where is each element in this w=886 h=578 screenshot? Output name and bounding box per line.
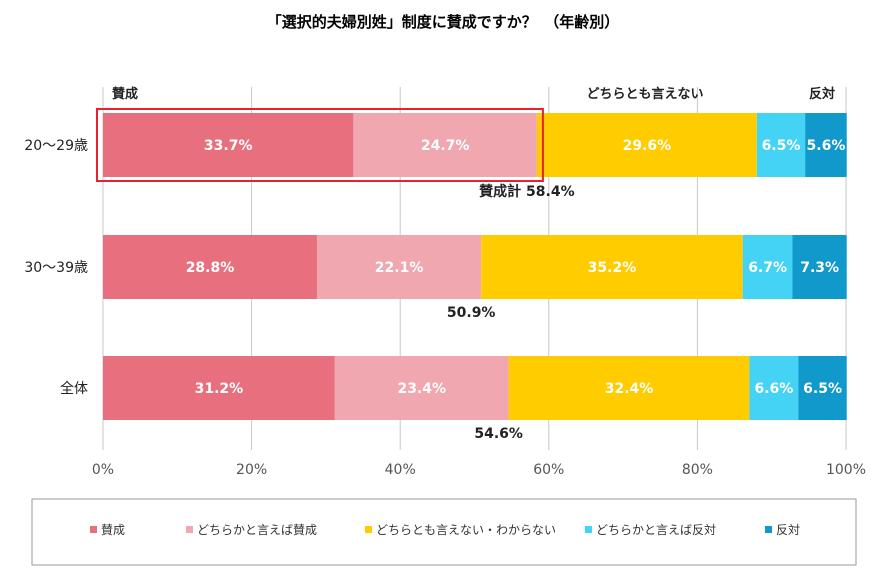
data-label: 35.2% — [588, 260, 637, 276]
data-label: 5.6% — [807, 138, 846, 154]
bar-segment — [103, 113, 354, 177]
data-label: 32.4% — [605, 381, 654, 397]
bar-segment — [103, 356, 335, 420]
legend-label: どちらとも言えない・わからない — [376, 523, 556, 537]
legend-swatch — [90, 526, 97, 533]
approve-total-label: 賛成計 58.4% — [479, 183, 574, 200]
category-label: 20～29歳 — [24, 138, 88, 154]
x-tick-label: 100% — [826, 462, 866, 478]
x-tick-label: 60% — [533, 462, 564, 478]
top-label-oppose: 反対 — [809, 86, 835, 102]
top-labels: 賛成 どちらとも言えない 反対 — [112, 86, 835, 102]
legend-swatch — [585, 526, 592, 533]
bar-segment — [481, 235, 743, 299]
data-label: 33.7% — [204, 138, 253, 154]
bar-segment — [742, 235, 793, 299]
data-label: 6.7% — [748, 260, 787, 276]
legend-swatch — [365, 526, 372, 533]
data-label: 23.4% — [397, 381, 446, 397]
legend-swatch — [186, 526, 193, 533]
legend: 賛成 どちらかと言えば賛成 どちらとも言えない・わからない どちらかと言えば反対 反対 — [90, 523, 800, 537]
top-label-approve: 賛成 — [112, 86, 138, 102]
highlight-box — [96, 108, 544, 182]
bar-segment — [749, 356, 799, 420]
legend-label: どちらかと言えば反対 — [596, 523, 716, 537]
bar-segment — [103, 235, 317, 299]
x-tick-label: 0% — [92, 462, 114, 478]
bar-segment — [536, 113, 757, 177]
data-label: 31.2% — [195, 381, 244, 397]
data-label: 6.6% — [755, 381, 794, 397]
bar-segment — [756, 113, 806, 177]
bar-segment — [792, 235, 847, 299]
bar-segment — [316, 235, 482, 299]
x-axis-ticks: 0% 20% 40% 60% 80% 100% — [92, 462, 866, 478]
legend-label: 賛成 — [101, 523, 125, 537]
bar-segment — [353, 113, 537, 177]
legend-label: 反対 — [776, 523, 800, 537]
data-label: 7.3% — [800, 260, 839, 276]
category-label: 全体 — [60, 380, 88, 397]
x-tick-label: 40% — [385, 462, 416, 478]
data-label: 24.7% — [421, 138, 470, 154]
data-label: 6.5% — [762, 138, 801, 154]
bars: 20～29歳 33.7% 24.7% 29.6% 6.5% 5.6% 賛成計 58.4% 30… — [24, 108, 847, 442]
x-tick-label: 80% — [682, 462, 713, 478]
data-label: 22.1% — [375, 260, 424, 276]
legend-label: どちらかと言えば賛成 — [197, 523, 317, 537]
category-label: 30～39歳 — [24, 260, 88, 276]
approve-total-label: 54.6% — [474, 426, 523, 442]
data-label: 6.5% — [803, 381, 842, 397]
bar-segment — [798, 356, 847, 420]
bar-segment — [508, 356, 750, 420]
data-label: 29.6% — [623, 138, 672, 154]
legend-box — [31, 498, 857, 566]
bar-segment — [805, 113, 847, 177]
approve-total-label: 50.9% — [447, 305, 496, 321]
chart-title: 「選択的夫婦別姓」制度に賛成ですか？ （年齢別） — [267, 13, 620, 31]
legend-swatch — [765, 526, 772, 533]
top-label-neutral: どちらとも言えない — [586, 86, 703, 102]
bar-segment — [334, 356, 509, 420]
data-label: 28.8% — [186, 260, 235, 276]
x-tick-label: 20% — [236, 462, 267, 478]
